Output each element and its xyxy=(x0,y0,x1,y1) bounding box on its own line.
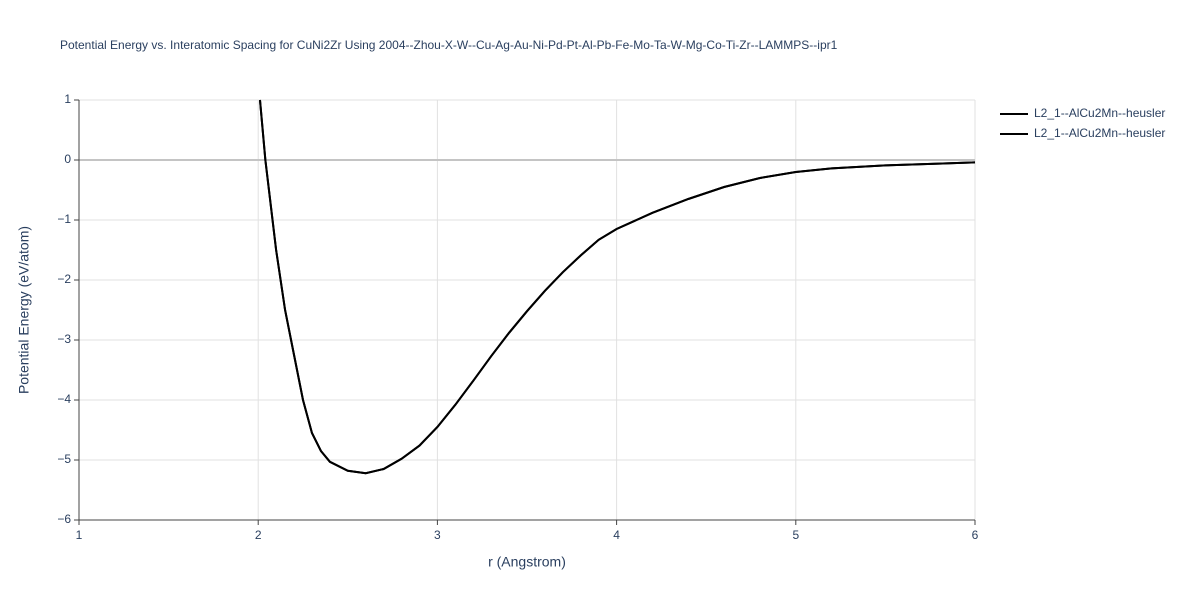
y-tick-label: −1 xyxy=(57,212,71,226)
line-series xyxy=(258,99,976,475)
x-axis-label: r (Angstrom) xyxy=(488,554,566,570)
legend-label: L2_1--AlCu2Mn--heusler xyxy=(1034,126,1165,140)
chart-title: Potential Energy vs. Interatomic Spacing… xyxy=(60,38,838,52)
x-tick-label: 6 xyxy=(972,528,979,542)
line-series xyxy=(258,99,976,475)
y-tick-label: −5 xyxy=(57,452,71,466)
x-tick-label: 2 xyxy=(255,528,262,542)
y-tick-label: −6 xyxy=(57,512,71,526)
y-tick-label: −2 xyxy=(57,272,71,286)
x-tick-label: 1 xyxy=(76,528,83,542)
legend-label: L2_1--AlCu2Mn--heusler xyxy=(1034,106,1165,120)
y-tick-label: −3 xyxy=(57,332,71,346)
y-tick-label: 1 xyxy=(64,92,71,106)
x-tick-label: 3 xyxy=(434,528,441,542)
y-tick-label: 0 xyxy=(64,152,71,166)
y-tick-label: −4 xyxy=(57,392,71,406)
y-axis-label: Potential Energy (eV/atom) xyxy=(16,226,32,394)
x-tick-label: 5 xyxy=(792,528,799,542)
x-tick-label: 4 xyxy=(613,528,620,542)
